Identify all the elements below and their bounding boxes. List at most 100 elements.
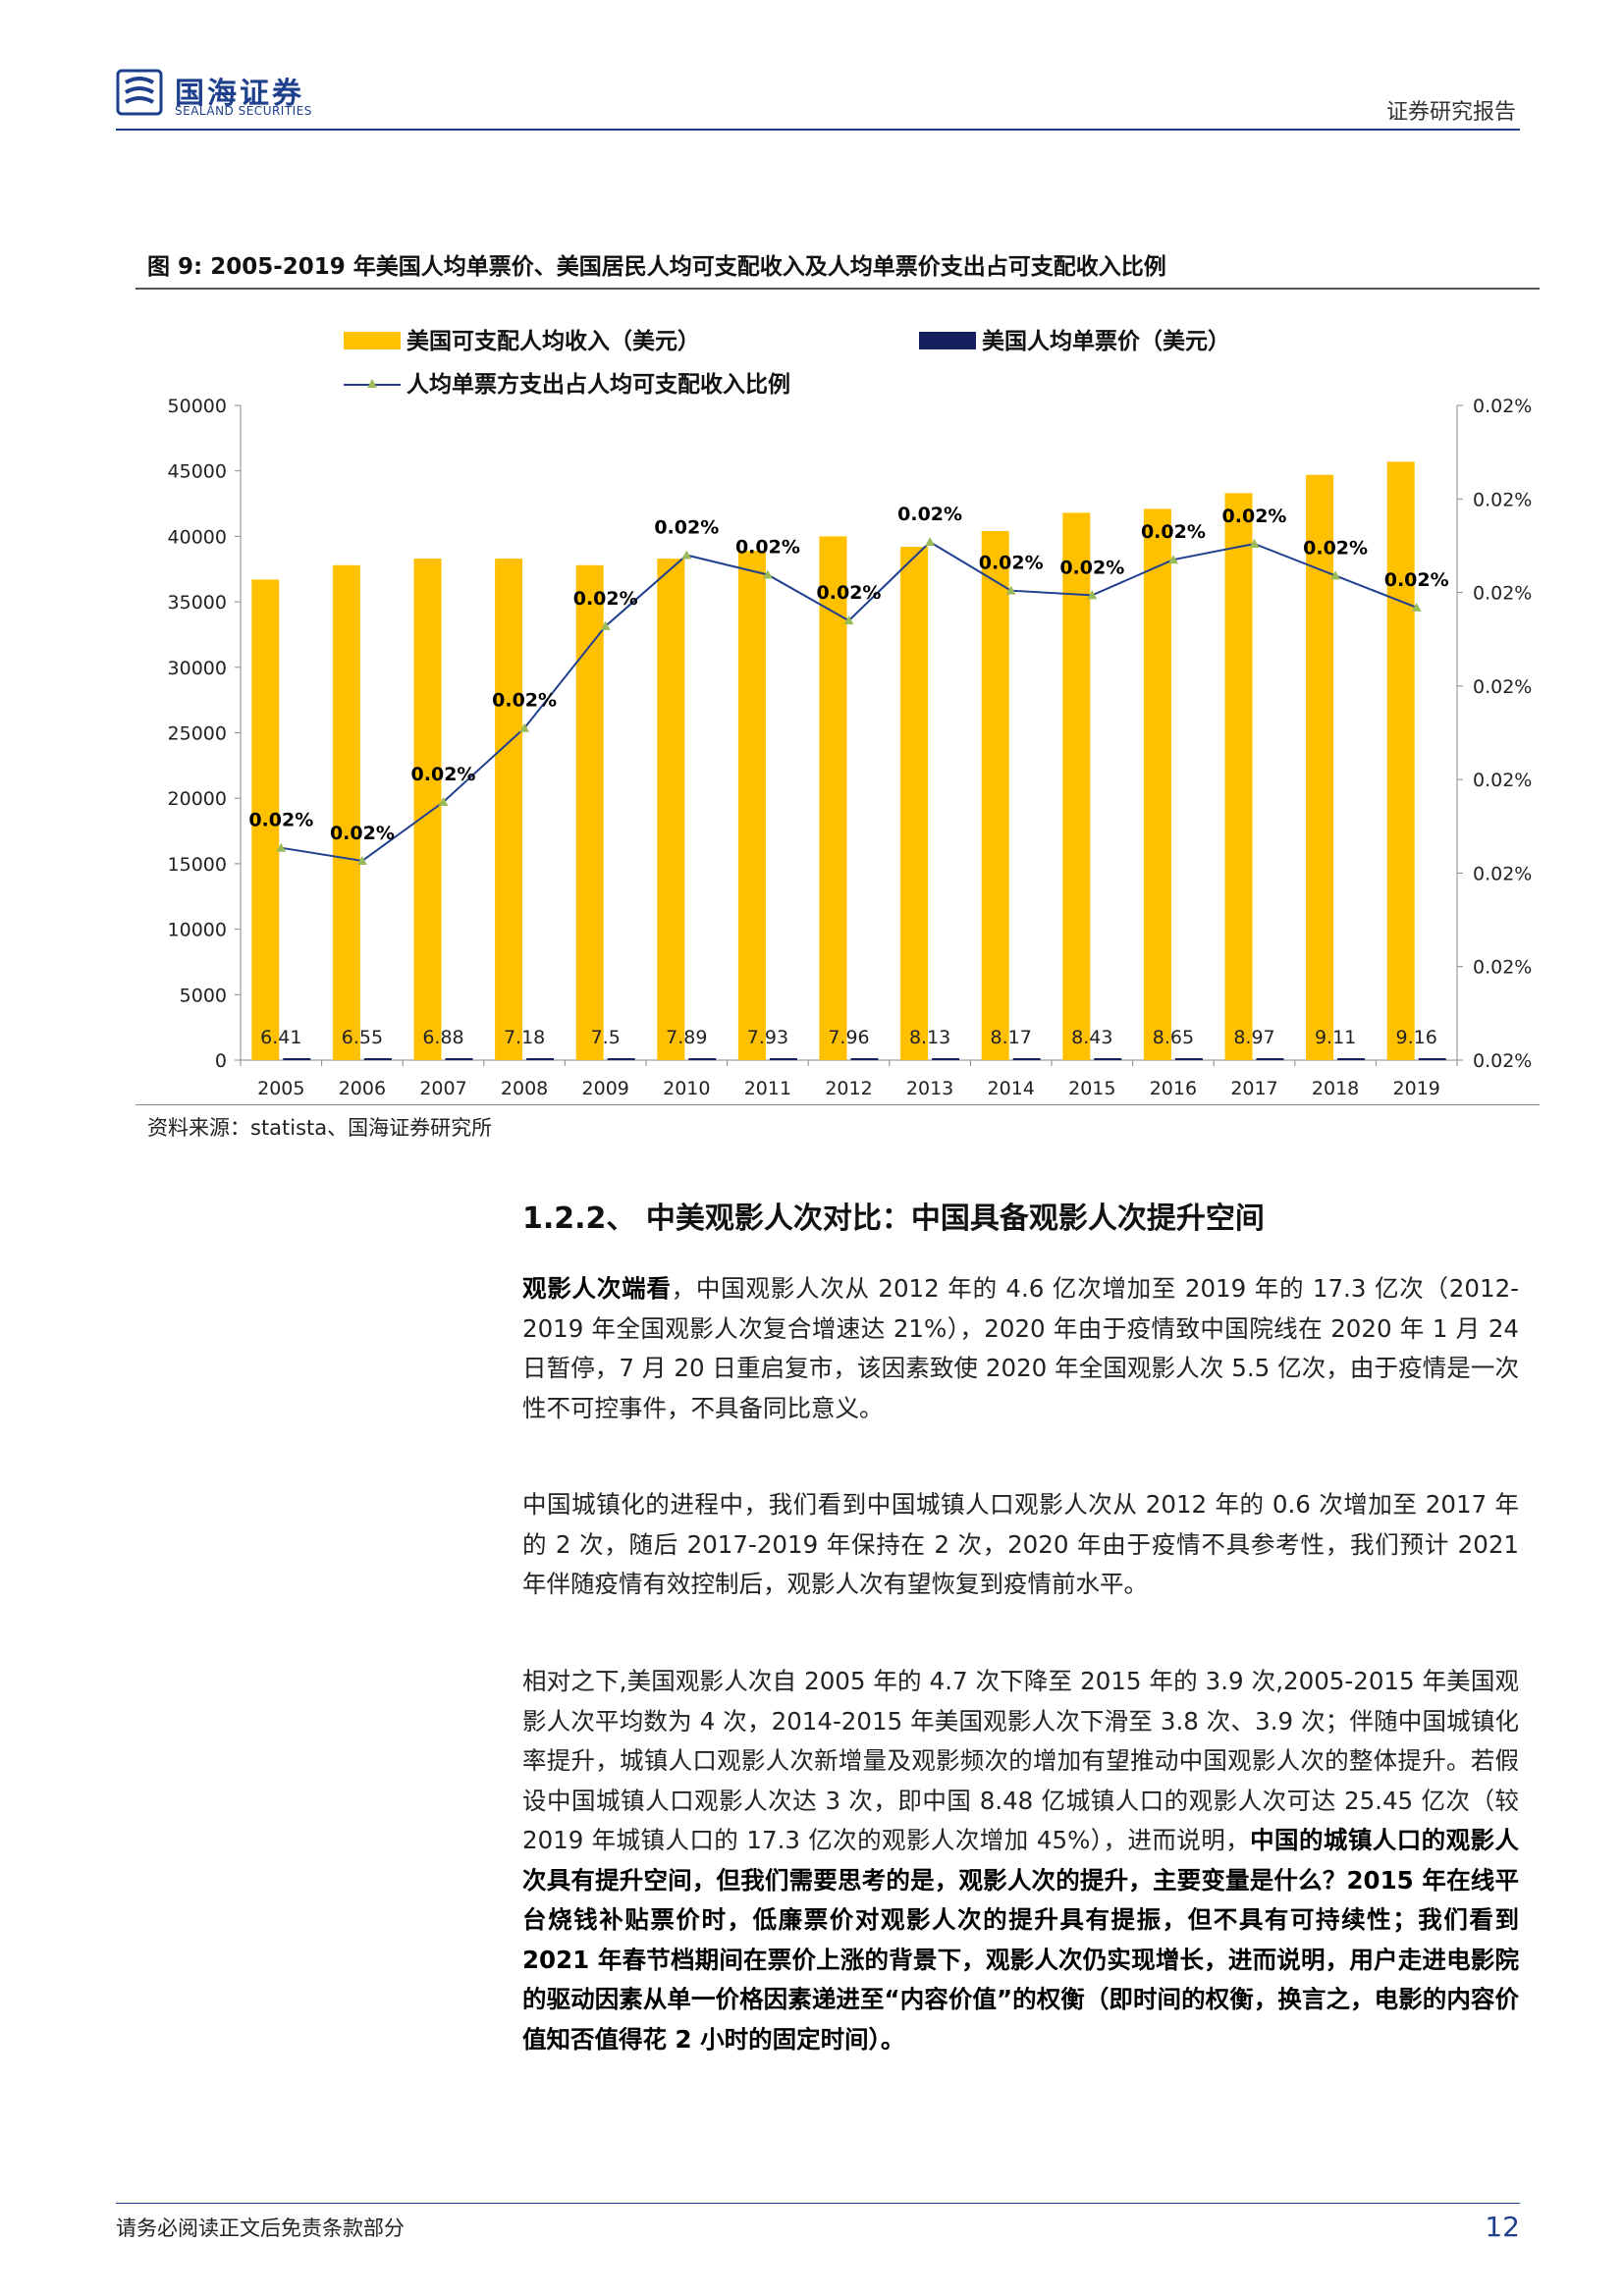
bar-income-2011 — [737, 551, 766, 1060]
y-right-tick-label: 0.02% — [1473, 1050, 1532, 1072]
price-bars: 6.41 6.55 6.88 7.18 7.5 7.89 7.93 7.96 8.13 8.17 8… — [260, 1027, 1446, 1060]
ratio-point-2011 — [762, 569, 773, 579]
paragraph-2-text: 中国城镇化的进程中，我们看到中国城镇人口观影人次从 2012 年的 0.6 次增… — [522, 1490, 1519, 1598]
y-right-tick-label: 0.02% — [1473, 957, 1532, 979]
ratio-label-2013: 0.02% — [897, 504, 962, 525]
ratio-point-2015 — [1087, 590, 1098, 600]
bar-price-2013 — [932, 1058, 960, 1060]
x-tick-label: 2011 — [744, 1078, 791, 1099]
ratio-label-2010: 0.02% — [654, 516, 719, 538]
legend-label-income: 美国可支配人均收入（美元） — [406, 328, 700, 354]
paragraph-3-emphasis: 中国的城镇人口的观影人次具有提升空间，但我们需要思考的是，观影人次的提升，主要变… — [522, 1826, 1519, 2054]
label-price-2017: 8.97 — [1233, 1027, 1274, 1048]
bar-price-2009 — [607, 1058, 635, 1060]
label-price-2013: 8.13 — [909, 1027, 950, 1048]
y-axis-right: 0.02% 0.02% 0.02% 0.02% 0.02% 0.02% 0.02% 0.02% — [1456, 396, 1532, 1072]
y-left-tick-label: 20000 — [168, 788, 227, 810]
ratio-label-2017: 0.02% — [1222, 506, 1287, 527]
x-tick-label: 2013 — [906, 1078, 953, 1099]
bar-price-2006 — [363, 1058, 392, 1060]
bar-income-2007 — [413, 559, 442, 1060]
y-right-tick-label: 0.02% — [1473, 583, 1532, 605]
paragraph-1: 观影人次端看，中国观影人次从 2012 年的 4.6 亿次增加至 2019 年的… — [522, 1269, 1519, 1428]
ratio-label-2016: 0.02% — [1141, 521, 1206, 543]
ratio-point-2007 — [438, 797, 449, 807]
label-price-2014: 8.17 — [991, 1027, 1032, 1048]
ratio-label-2019: 0.02% — [1384, 569, 1449, 591]
ratio-label-2005: 0.02% — [248, 810, 313, 831]
figure-bottom-rule — [135, 1104, 1540, 1105]
x-tick-label: 2008 — [501, 1078, 548, 1099]
label-price-2012: 7.96 — [828, 1027, 869, 1048]
paragraph-1-lead: 观影人次端看 — [522, 1274, 672, 1303]
y-left-tick-label: 30000 — [168, 658, 227, 679]
ratio-point-2005 — [276, 842, 287, 852]
legend-label-price: 美国人均单票价（美元） — [982, 328, 1230, 354]
ratio-point-2017 — [1249, 539, 1260, 549]
ratio-point-2016 — [1167, 555, 1178, 564]
sealand-logo-icon — [116, 69, 163, 116]
ratio-label-2011: 0.02% — [735, 536, 800, 558]
bar-price-2011 — [769, 1058, 797, 1060]
ratio-label-2007: 0.02% — [411, 764, 476, 785]
bar-income-2016 — [1143, 508, 1171, 1060]
paragraph-2: 中国城镇化的进程中，我们看到中国城镇人口观影人次从 2012 年的 0.6 次增… — [522, 1485, 1519, 1605]
ratio-label-2012: 0.02% — [817, 582, 882, 604]
section-title: 1.2.2、 中美观影人次对比：中国具备观影人次提升空间 — [522, 1201, 1265, 1236]
y-left-tick-label: 40000 — [168, 526, 227, 548]
x-tick-label: 2018 — [1312, 1078, 1359, 1099]
y-right-tick-label: 0.02% — [1473, 863, 1532, 884]
y-right-tick-label: 0.02% — [1473, 770, 1532, 791]
y-right-tick-label: 0.02% — [1473, 676, 1532, 698]
label-price-2006: 6.55 — [342, 1027, 383, 1048]
header-divider — [116, 129, 1520, 131]
footer-divider — [116, 2203, 1520, 2204]
bar-income-2008 — [495, 559, 523, 1060]
x-tick-label: 2016 — [1150, 1078, 1197, 1099]
label-price-2016: 8.65 — [1153, 1027, 1194, 1048]
x-tick-label: 2009 — [582, 1078, 629, 1099]
brand-name-en: SEALAND SECURITIES — [175, 104, 312, 118]
report-type: 证券研究报告 — [1385, 100, 1516, 125]
y-left-tick-label: 50000 — [168, 396, 227, 417]
label-price-2015: 8.43 — [1071, 1027, 1112, 1048]
label-price-2018: 9.11 — [1315, 1027, 1356, 1048]
y-left-tick-label: 10000 — [168, 920, 227, 941]
bar-income-2017 — [1224, 493, 1253, 1060]
bar-price-2008 — [526, 1058, 555, 1060]
bar-income-2018 — [1306, 474, 1334, 1060]
ratio-label-2018: 0.02% — [1303, 537, 1368, 559]
bar-price-2015 — [1094, 1058, 1122, 1060]
bar-price-2018 — [1337, 1058, 1366, 1060]
bar-price-2005 — [283, 1058, 311, 1060]
chart: 美国可支配人均收入（美元） 美国人均单票价（美元） 人均单票方支出占人均可支配收入比… — [168, 328, 1533, 1099]
bar-price-2014 — [1012, 1058, 1041, 1060]
ratio-point-2006 — [356, 856, 367, 866]
ratio-line: 0.02% 0.02% 0.02% 0.02% 0.02% 0.02% 0.02% 0.02%… — [248, 504, 1449, 866]
x-tick-label: 2015 — [1068, 1078, 1115, 1099]
paragraph-3-text: 相对之下,美国观影人次自 2005 年的 4.7 次下降至 2015 年的 3.… — [522, 1667, 1519, 1854]
y-right-tick-label: 0.02% — [1473, 489, 1532, 510]
ratio-label-2014: 0.02% — [979, 553, 1044, 574]
y-left-tick-label: 5000 — [180, 985, 227, 1006]
y-right-tick-label: 0.02% — [1473, 396, 1532, 417]
paragraph-1-text: ，中国观影人次从 2012 年的 4.6 亿次增加至 2019 年的 17.3 … — [522, 1274, 1519, 1422]
bar-price-2010 — [688, 1058, 717, 1060]
income-bars — [251, 461, 1415, 1060]
ratio-point-2014 — [1005, 585, 1016, 595]
ratio-point-2013 — [925, 537, 936, 547]
bar-income-2019 — [1386, 461, 1415, 1060]
ratio-label-2006: 0.02% — [330, 823, 395, 844]
bar-price-2016 — [1174, 1058, 1203, 1060]
ratio-label-2009: 0.02% — [573, 588, 638, 610]
x-tick-label: 2014 — [988, 1078, 1035, 1099]
bar-income-2009 — [575, 564, 604, 1060]
x-tick-label: 2019 — [1393, 1078, 1440, 1099]
bar-income-2014 — [981, 531, 1009, 1060]
label-price-2009: 7.5 — [591, 1027, 621, 1048]
page-number: 12 — [1485, 2211, 1520, 2243]
y-left-tick-label: 0 — [215, 1050, 227, 1072]
label-price-2007: 6.88 — [422, 1027, 463, 1048]
figure-source: 资料来源：statista、国海证券研究所 — [147, 1116, 493, 1140]
bar-price-2012 — [850, 1058, 879, 1060]
